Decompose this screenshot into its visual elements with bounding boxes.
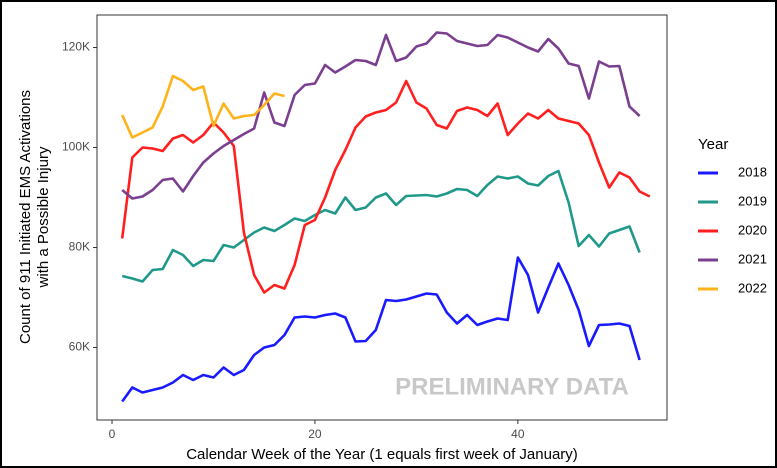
x-tick-label: 0: [109, 427, 116, 441]
legend-label: 2019: [738, 193, 767, 208]
watermark: PRELIMINARY DATA: [395, 373, 629, 400]
series-line: [120, 79, 651, 294]
series-line: [121, 74, 285, 139]
y-axis-label: Count of 911 Initiated EMS Activations: [17, 90, 34, 344]
series-line: [121, 31, 641, 200]
y-axis-label: with a Possible Injury: [35, 146, 52, 288]
x-axis-label: Calendar Week of the Year (1 equals firs…: [186, 446, 578, 463]
legend-label: 2022: [738, 280, 767, 295]
y-tick-label: 120K: [62, 40, 90, 54]
x-tick-label: 20: [308, 427, 322, 441]
x-tick-label: 40: [511, 427, 525, 441]
legend-title: Year: [698, 136, 728, 153]
legend-label: 2018: [738, 164, 767, 179]
legend-label: 2021: [738, 251, 767, 266]
legend-label: 2020: [738, 222, 767, 237]
y-tick-label: 80K: [69, 240, 90, 254]
series-line: [121, 256, 641, 403]
y-tick-label: 100K: [62, 140, 90, 154]
y-tick-label: 60K: [69, 340, 90, 354]
series-line: [121, 169, 641, 283]
